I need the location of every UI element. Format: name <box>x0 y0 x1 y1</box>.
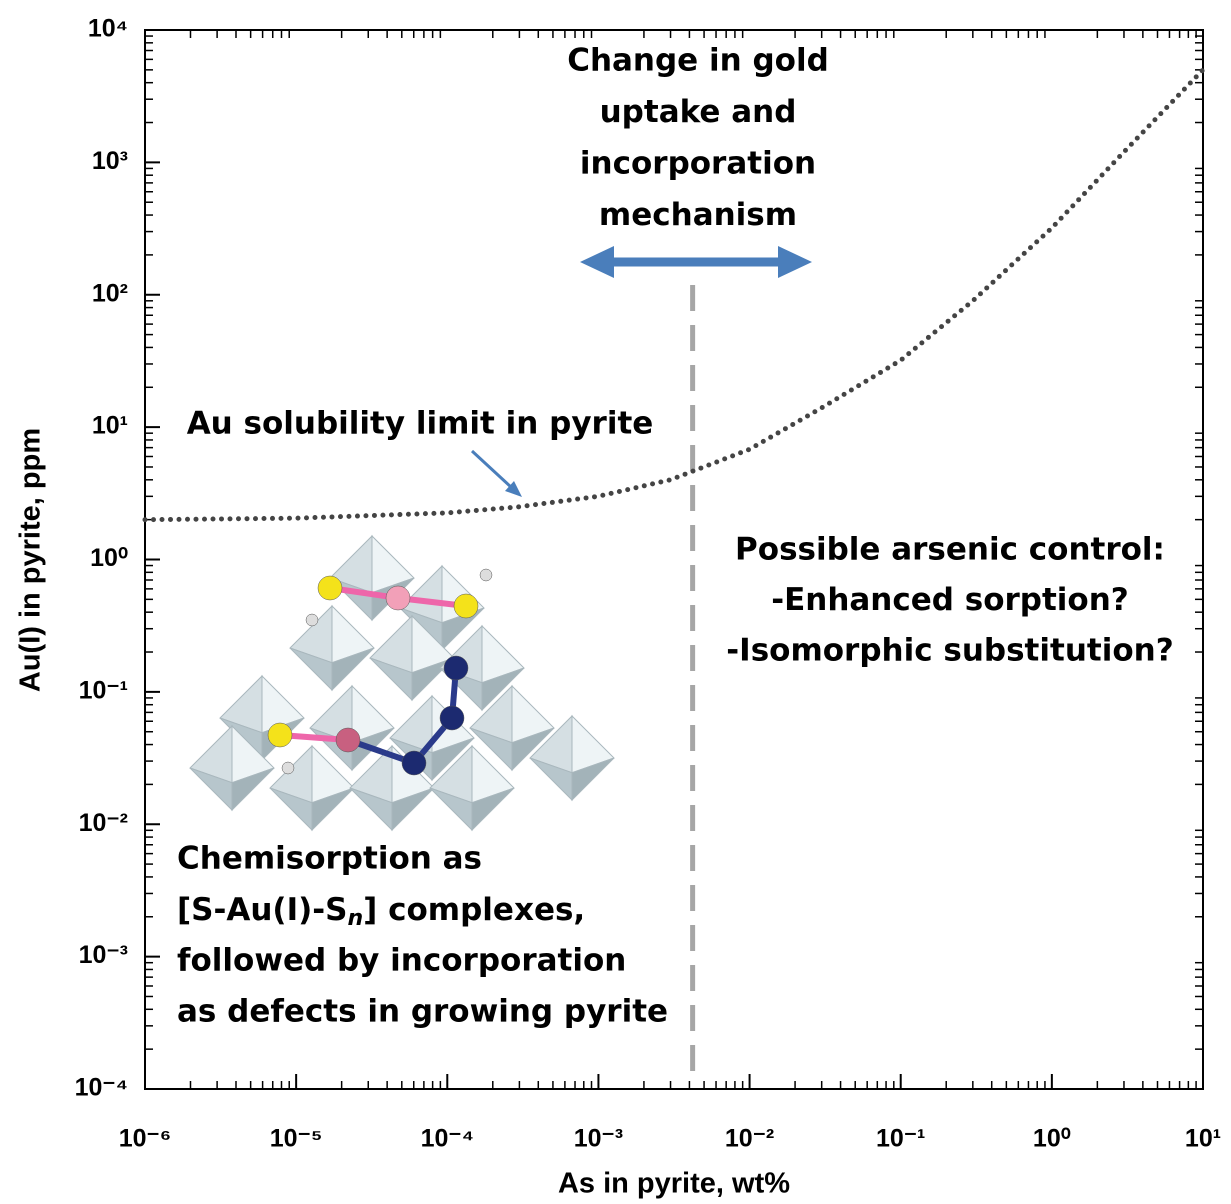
atom <box>281 761 295 775</box>
pointer-arrow <box>470 449 522 497</box>
atom <box>401 750 427 776</box>
octahedron-face <box>391 787 435 832</box>
annotation-part: n <box>348 906 364 931</box>
annotation: Possible arsenic control: <box>735 532 1165 568</box>
annotation: -Enhanced sorption? <box>771 582 1129 618</box>
atom <box>453 593 479 619</box>
y-axis-label: Au(I) in pyrite, ppm <box>15 428 47 692</box>
octahedron-face <box>331 647 375 692</box>
atom <box>317 575 343 601</box>
x-tick-label: 10⁻⁶ <box>119 1125 172 1153</box>
y-tick-label: 10³ <box>92 147 128 175</box>
octahedron-face <box>481 667 525 712</box>
x-tick-label: 10⁻⁴ <box>421 1125 474 1153</box>
x-tick-label: 10⁻³ <box>574 1125 623 1153</box>
y-tick-label: 10⁻⁴ <box>75 1074 128 1102</box>
atom <box>305 613 319 627</box>
atom <box>335 727 361 753</box>
atom <box>385 585 411 611</box>
annotation: incorporation <box>580 146 816 182</box>
y-tick-label: 10⁻² <box>79 809 128 837</box>
pyrite-illustration <box>189 534 615 832</box>
annotation: -Isomorphic substitution? <box>726 633 1173 669</box>
y-tick-label: 10¹ <box>92 412 128 440</box>
annotation: uptake and <box>600 94 797 130</box>
y-tick-label: 10⁴ <box>88 15 128 43</box>
octahedron-face <box>511 727 555 772</box>
octahedron-face <box>431 737 475 782</box>
x-tick-label: 10⁻⁵ <box>270 1125 323 1153</box>
annotation: followed by incorporation <box>177 943 626 979</box>
annotation: Chemisorption as <box>177 841 482 877</box>
y-tick-label: 10⁰ <box>90 544 128 572</box>
series-label: Au solubility limit in pyrite <box>187 406 654 442</box>
atom <box>267 722 293 748</box>
annotation: as defects in growing pyrite <box>177 994 668 1030</box>
x-tick-label: 10⁻² <box>725 1125 774 1153</box>
annotation-part: [S-Au(I)-S <box>177 892 348 928</box>
octahedron-face <box>311 787 355 832</box>
double-arrow <box>580 246 812 278</box>
annotation-part: ] complexes, <box>363 892 585 928</box>
y-tick-label: 10⁻³ <box>79 941 128 969</box>
atom <box>479 568 493 582</box>
y-tick-label: 10² <box>92 279 128 307</box>
annotation: [S-Au(I)-Sn] complexes, <box>177 892 585 932</box>
annotation: mechanism <box>599 197 797 233</box>
octahedron-face <box>231 767 275 812</box>
x-tick-label: 10¹ <box>1185 1125 1221 1153</box>
annotation: Change in gold <box>567 43 829 79</box>
octahedron-face <box>571 757 615 802</box>
atom <box>443 655 469 681</box>
y-tick-label: 10⁻¹ <box>79 676 128 704</box>
x-tick-label: 10⁰ <box>1033 1125 1071 1153</box>
octahedron-face <box>471 787 515 832</box>
atom <box>439 705 465 731</box>
series-line <box>142 67 1206 523</box>
x-axis-label: As in pyrite, wt% <box>558 1168 790 1200</box>
x-tick-label: 10⁻¹ <box>876 1125 925 1153</box>
